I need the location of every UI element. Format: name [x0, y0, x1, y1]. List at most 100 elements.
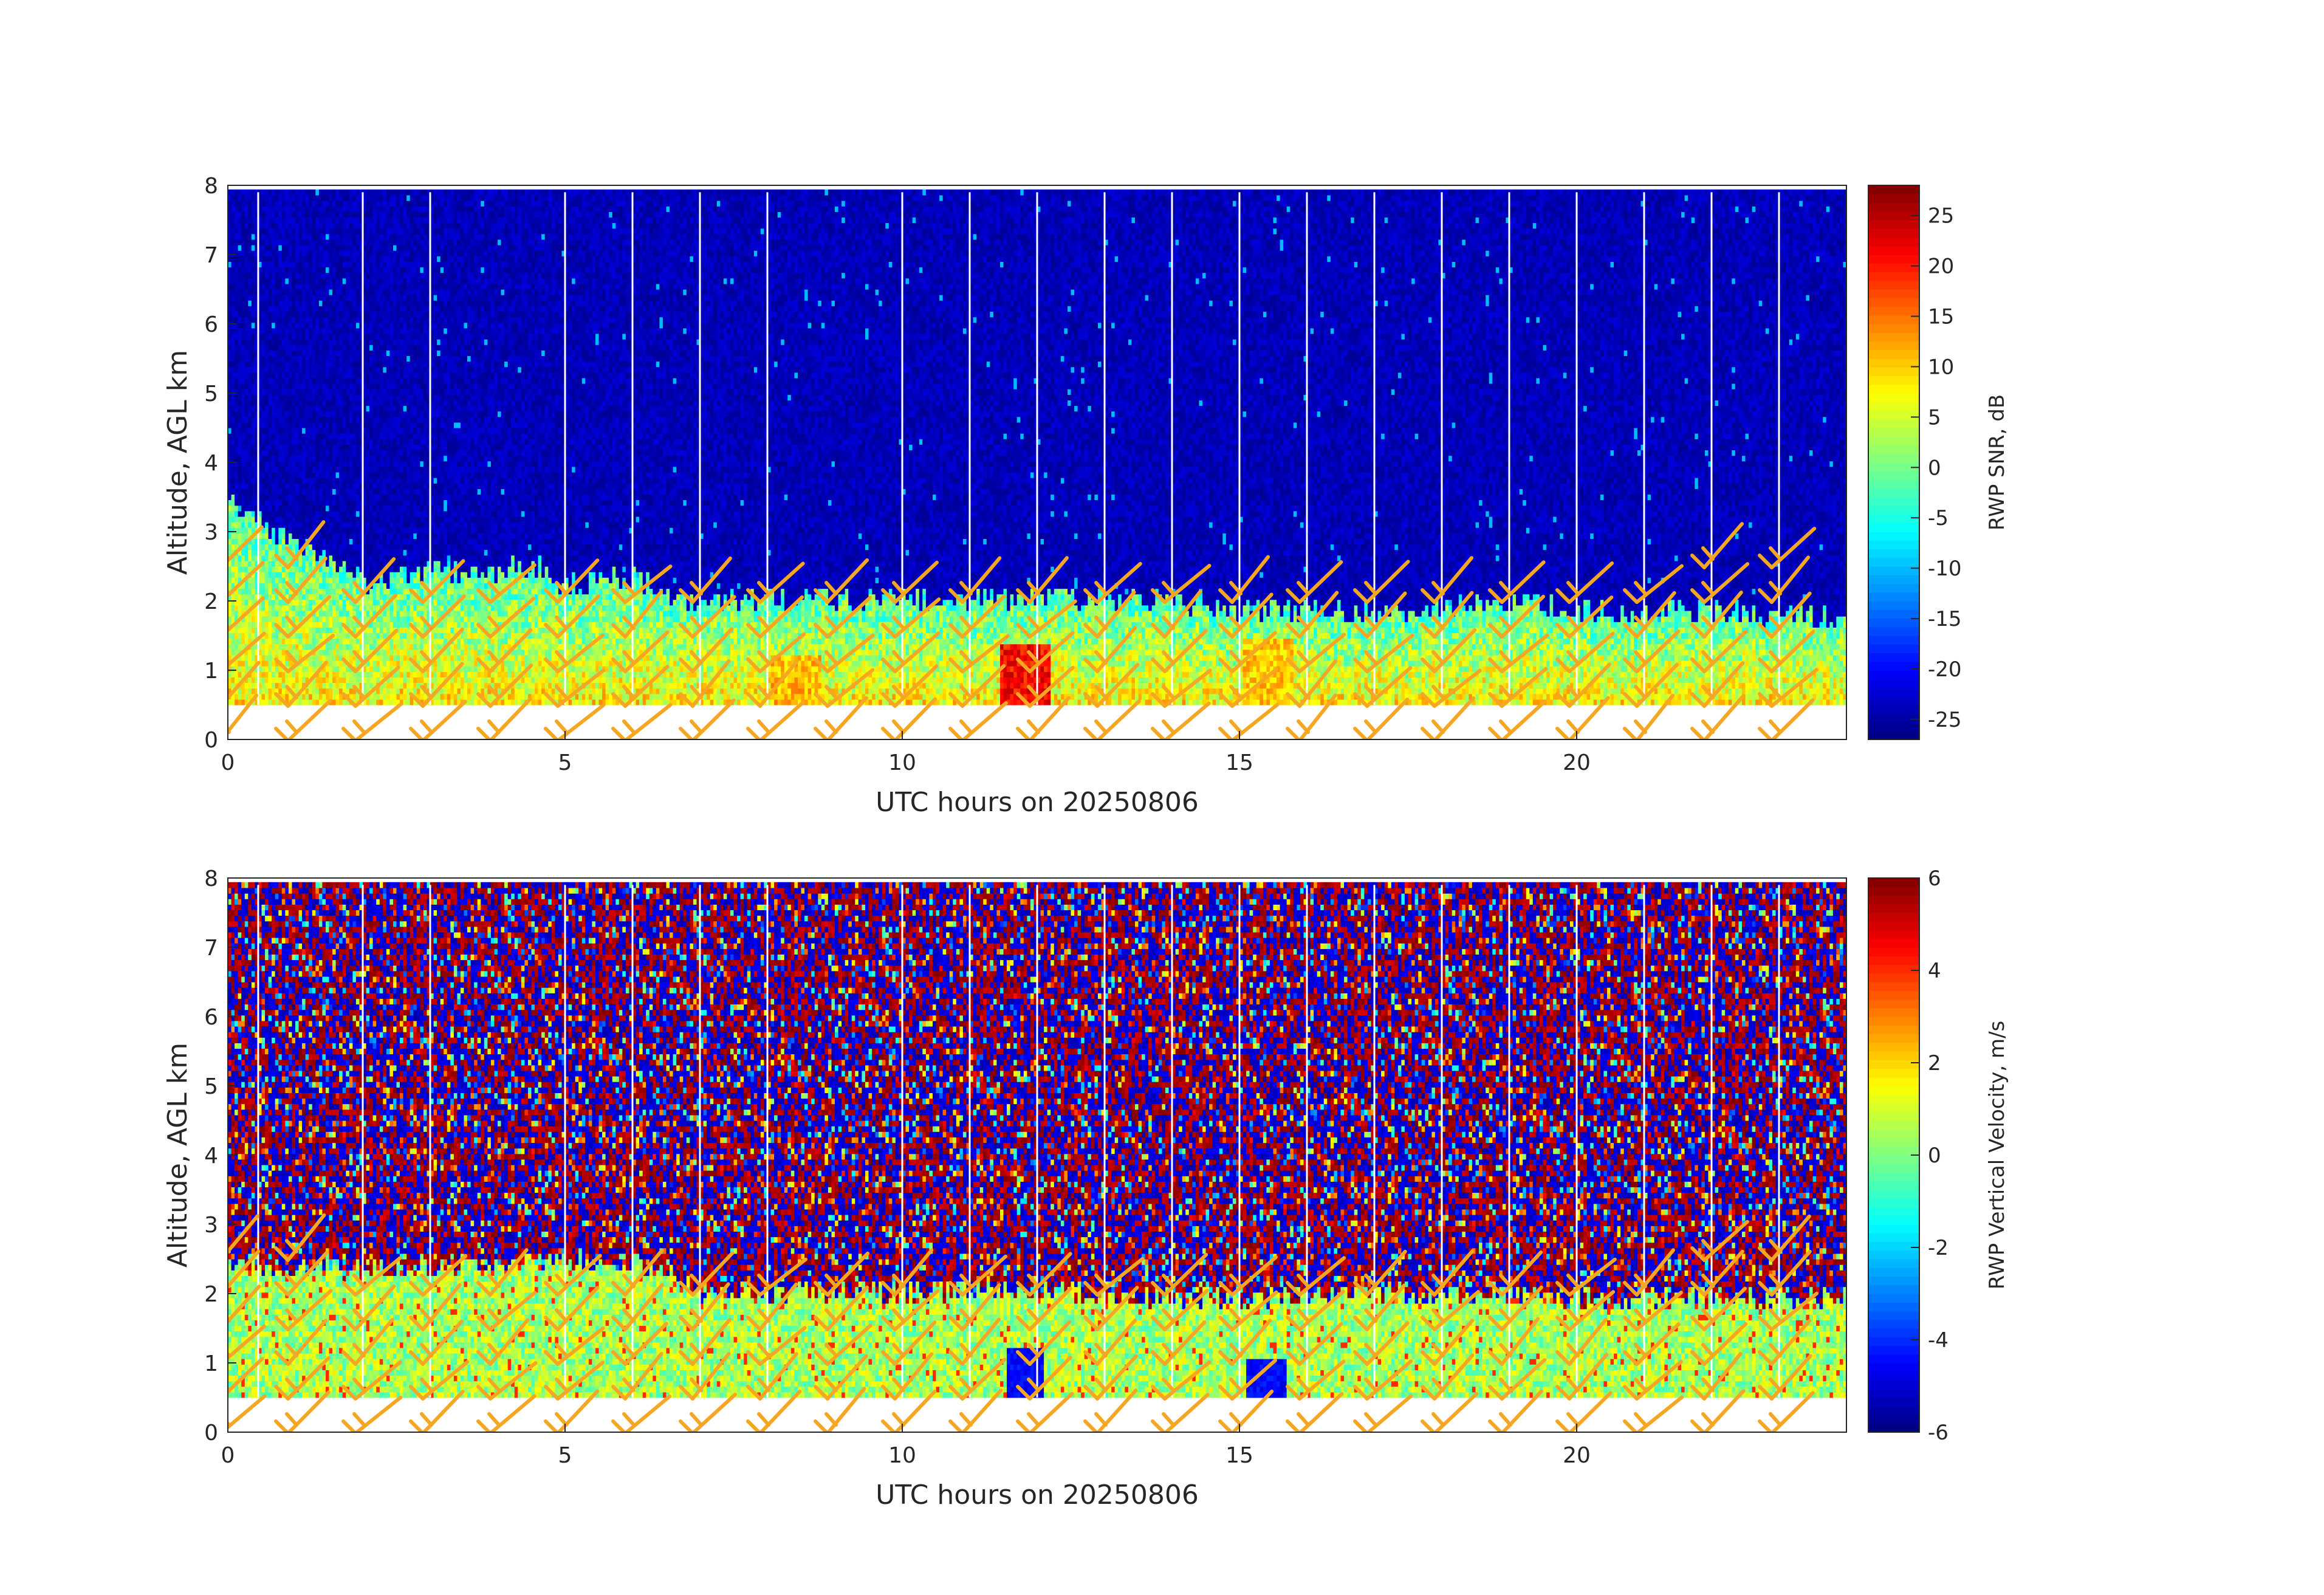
heat-cell	[269, 600, 272, 606]
heat-cell	[238, 273, 242, 279]
heat-cell	[285, 494, 289, 500]
heat-cell	[302, 433, 306, 439]
heat-cell	[309, 245, 312, 251]
heat-cell	[306, 201, 309, 207]
heat-cell	[299, 245, 303, 251]
heat-cell	[275, 306, 279, 312]
heat-cell	[339, 256, 343, 262]
heat-cell	[312, 467, 316, 473]
heat-cell	[343, 506, 346, 512]
heat-cell	[329, 439, 333, 445]
heat-cell	[306, 428, 309, 434]
heat-cell	[278, 583, 282, 589]
heat-cell	[315, 428, 319, 434]
heat-cell	[292, 489, 296, 495]
heat-cell	[315, 478, 319, 484]
heat-cell	[336, 467, 340, 473]
heat-cell	[289, 422, 292, 428]
heat-cell	[336, 688, 340, 695]
heat-cell	[248, 400, 252, 406]
heat-cell	[265, 195, 269, 201]
heat-cell	[282, 328, 286, 334]
heat-cell	[231, 561, 235, 567]
heat-cell	[312, 478, 316, 484]
heat-cell	[278, 339, 282, 345]
heat-cell	[329, 527, 333, 533]
heat-cell	[295, 483, 299, 489]
heat-cell	[245, 245, 249, 251]
heat-cell	[332, 550, 336, 556]
heat-cell	[339, 566, 343, 572]
heat-cell	[265, 439, 269, 445]
heat-cell	[302, 195, 306, 201]
heat-cell	[319, 234, 323, 240]
heat-cell	[339, 650, 343, 656]
heat-cell	[302, 295, 306, 301]
heat-cell	[346, 688, 349, 695]
heat-cell	[332, 516, 336, 523]
heat-cell	[262, 622, 266, 628]
heat-cell	[309, 278, 312, 284]
heat-cell	[269, 566, 272, 572]
heat-cell	[306, 367, 309, 373]
heat-cell	[269, 467, 272, 473]
heat-cell	[265, 444, 269, 450]
heat-cell	[329, 201, 333, 207]
heat-cell	[238, 267, 242, 273]
heat-cell	[306, 195, 309, 201]
heat-cell	[315, 544, 319, 551]
heat-cell	[295, 566, 299, 572]
heat-cell	[269, 699, 272, 705]
heat-cell	[265, 494, 269, 500]
heat-cell	[238, 334, 242, 340]
heat-cell	[329, 589, 333, 595]
heat-cell	[295, 234, 299, 240]
heat-cell	[315, 456, 319, 462]
heat-cell	[265, 323, 269, 329]
heat-cell	[319, 261, 323, 267]
heat-cell	[312, 622, 316, 628]
heat-cell	[238, 467, 242, 473]
heat-cell	[343, 378, 346, 384]
heat-cell	[292, 223, 296, 229]
heat-cell	[306, 633, 309, 639]
heat-cell	[245, 367, 249, 373]
heat-cell	[248, 334, 252, 340]
heat-cell	[329, 461, 333, 467]
heat-cell	[292, 683, 296, 689]
heat-cell	[231, 372, 235, 379]
heat-cell	[262, 383, 266, 389]
heat-cell	[265, 699, 269, 705]
heat-cell	[302, 428, 306, 434]
heat-cell	[329, 450, 333, 456]
heat-cell	[292, 406, 296, 412]
heat-cell	[336, 439, 340, 445]
heat-cell	[235, 660, 238, 667]
heat-cell	[278, 644, 282, 650]
heat-cell	[299, 527, 303, 533]
heat-cell	[329, 577, 333, 583]
heat-cell	[262, 317, 266, 323]
heat-cell	[312, 555, 316, 561]
heat-cell	[312, 500, 316, 506]
heat-cell	[292, 544, 296, 551]
heat-cell	[322, 350, 326, 356]
heat-cell	[312, 190, 316, 196]
heat-cell	[292, 328, 296, 334]
heat-cell	[262, 223, 266, 229]
heat-cell	[238, 394, 242, 400]
heat-cell	[343, 201, 346, 207]
heat-cell	[241, 389, 245, 395]
heat-cell	[248, 378, 252, 384]
heat-cell	[315, 195, 319, 201]
heat-cell	[262, 577, 266, 583]
heat-cell	[319, 406, 323, 412]
heat-cell	[265, 500, 269, 506]
heat-cell	[272, 261, 275, 267]
heat-cell	[326, 394, 329, 400]
heat-cell	[231, 355, 235, 362]
heat-cell	[319, 228, 323, 235]
heat-cell	[332, 572, 336, 578]
heat-cell	[336, 461, 340, 467]
